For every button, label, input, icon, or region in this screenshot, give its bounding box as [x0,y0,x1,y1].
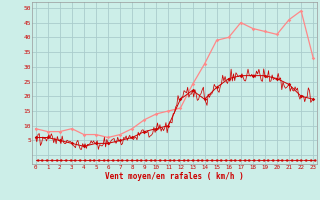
X-axis label: Vent moyen/en rafales ( km/h ): Vent moyen/en rafales ( km/h ) [105,172,244,181]
